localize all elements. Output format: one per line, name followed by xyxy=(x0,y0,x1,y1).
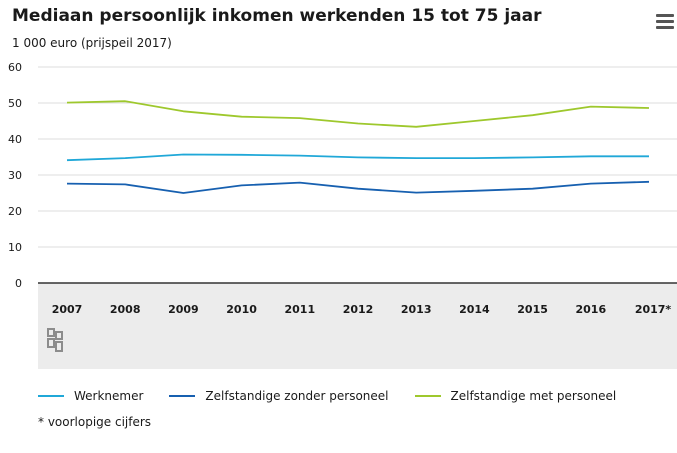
legend-item-zzp[interactable]: Zelfstandige zonder personeel xyxy=(169,389,389,403)
x-tick-label: 2007 xyxy=(52,303,83,316)
x-tick-label: 2008 xyxy=(110,303,141,316)
y-tick-label: 10 xyxy=(8,241,22,254)
y-tick-label: 0 xyxy=(15,277,22,290)
legend-label: Zelfstandige met personeel xyxy=(450,389,617,403)
y-tick-label: 30 xyxy=(8,169,22,182)
y-tick-label: 40 xyxy=(8,133,22,146)
grid-lines xyxy=(38,66,677,284)
series-line-0[interactable] xyxy=(66,153,649,162)
legend: Werknemer Zelfstandige zonder personeel … xyxy=(38,389,642,403)
y-tick-label: 20 xyxy=(8,205,22,218)
legend-swatch xyxy=(414,395,441,397)
y-axis-ticks: 0 10 20 30 40 50 60 xyxy=(8,61,22,290)
x-tick-label: 2012 xyxy=(343,303,374,316)
cbs-logo-icon xyxy=(47,328,63,352)
x-tick-label: 2013 xyxy=(401,303,432,316)
y-tick-label: 60 xyxy=(8,61,22,74)
legend-label: Zelfstandige zonder personeel xyxy=(205,389,389,403)
x-tick-label: 2017* xyxy=(635,303,672,316)
x-tick-label: 2011 xyxy=(284,303,315,316)
series-lines xyxy=(66,100,650,194)
series-line-2[interactable] xyxy=(66,100,650,128)
legend-swatch xyxy=(169,395,196,397)
legend-item-zmp[interactable]: Zelfstandige met personeel xyxy=(414,389,617,403)
hamburger-menu-icon[interactable] xyxy=(656,14,674,30)
chart-subtitle: 1 000 euro (prijspeil 2017) xyxy=(12,36,172,50)
chart-title: Mediaan persoonlijk inkomen werkenden 15… xyxy=(12,6,542,26)
x-tick-label: 2016 xyxy=(575,303,606,316)
x-tick-label: 2010 xyxy=(226,303,257,316)
x-axis-ticks: 2007 2008 2009 2010 2011 2012 2013 2014 2015 2016… xyxy=(52,303,672,316)
footnote: * voorlopige cijfers xyxy=(38,415,152,429)
legend-swatch xyxy=(38,395,64,397)
x-tick-label: 2015 xyxy=(517,303,548,316)
legend-item-werknemer[interactable]: Werknemer xyxy=(38,389,143,403)
legend-label: Werknemer xyxy=(74,389,144,403)
y-tick-label: 50 xyxy=(8,97,22,110)
x-tick-label: 2014 xyxy=(459,303,490,316)
x-tick-label: 2009 xyxy=(168,303,199,316)
x-axis-band xyxy=(38,283,677,369)
series-line-1[interactable] xyxy=(66,180,650,194)
